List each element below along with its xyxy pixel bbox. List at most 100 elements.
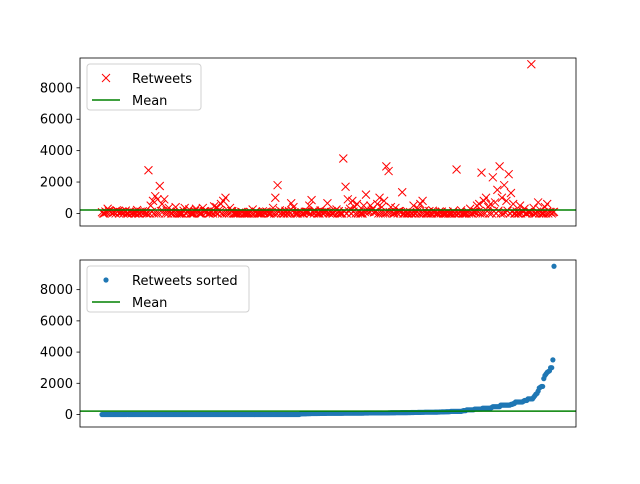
retweet-point: [348, 196, 357, 206]
retweet-point: [508, 199, 518, 209]
retweet-point: [217, 209, 227, 218]
y-tick-label: 4000: [40, 346, 73, 361]
retweet-point: [186, 209, 195, 218]
retweet-point: [493, 185, 502, 195]
retweet-point: [490, 198, 500, 207]
retweet-point: [270, 193, 280, 203]
retweet-point: [449, 209, 459, 218]
retweet-point: [381, 161, 391, 171]
retweet-point: [358, 209, 367, 218]
legend-label: Retweets: [132, 72, 192, 87]
retweet-point: [291, 209, 301, 218]
retweet-point: [486, 199, 495, 209]
retweet-point: [190, 206, 200, 216]
legend-label: Mean: [132, 296, 167, 311]
retweet-point: [286, 198, 296, 208]
retweet-point: [257, 209, 267, 218]
y-tick-label: 0: [65, 207, 73, 222]
retweet-point: [231, 209, 241, 218]
retweet-point: [341, 182, 350, 192]
retweet-point: [549, 207, 559, 217]
retweet-point: [457, 209, 467, 218]
retweet-point: [515, 201, 525, 210]
retweet-point: [406, 209, 416, 218]
retweet-point: [410, 209, 420, 218]
retweet-point: [481, 193, 491, 203]
retweet-point: [152, 209, 161, 218]
retweet-point: [488, 172, 498, 182]
retweet-point: [498, 209, 508, 218]
retweet-point: [452, 165, 461, 174]
retweet-point: [301, 207, 311, 216]
retweet-point: [335, 209, 345, 218]
retweet-point: [513, 209, 523, 218]
retweet-point: [418, 196, 427, 206]
retweet-point: [333, 209, 342, 218]
retweet-point: [375, 193, 384, 203]
retweet-point: [397, 187, 407, 197]
retweet-point: [157, 199, 167, 209]
retweet-point: [394, 206, 404, 216]
legend-label: Retweets sorted: [132, 274, 238, 289]
legend: Retweets Mean: [86, 63, 202, 111]
retweet-point: [232, 209, 242, 218]
y-tick-label: 8000: [40, 283, 73, 298]
retweet-point: [374, 209, 383, 218]
legend-marker-sorted: [103, 277, 109, 283]
retweet-point: [409, 201, 418, 210]
legend-label: Mean: [132, 94, 167, 109]
retweet-point: [495, 161, 504, 171]
retweet-point: [265, 209, 275, 218]
sorted-point: [550, 357, 556, 363]
retweet-point: [155, 181, 165, 191]
retweet-point: [537, 209, 546, 218]
legend-marker-retweets: [101, 73, 111, 83]
retweet-point: [118, 207, 127, 216]
y-tick-label: 6000: [40, 113, 73, 128]
retweet-point: [145, 209, 154, 218]
retweet-point: [343, 194, 353, 204]
retweet-point: [149, 209, 159, 218]
retweet-point: [131, 209, 141, 218]
y-tick-label: 0: [65, 408, 73, 423]
retweet-point: [273, 180, 282, 190]
retweet-point: [476, 209, 485, 218]
axes-frame: [79, 57, 577, 227]
retweet-point: [307, 195, 316, 205]
retweet-point: [338, 154, 348, 163]
retweet-point: [497, 193, 507, 203]
retweet-point: [428, 206, 438, 216]
bottom-axes: 0 2000 4000 6000 8000 Retweets sorted Mean: [40, 259, 577, 428]
retweet-point: [221, 193, 230, 203]
retweet-point: [361, 190, 371, 199]
retweet-point: [477, 168, 486, 177]
y-tick-label: 2000: [40, 176, 73, 191]
retweet-point: [388, 209, 398, 218]
retweet-point: [414, 209, 424, 218]
retweet-point: [213, 209, 222, 218]
retweet-point: [528, 209, 537, 218]
retweet-point: [533, 198, 543, 207]
y-tick-label: 6000: [40, 314, 73, 329]
retweet-point: [502, 196, 511, 206]
retweet-point: [159, 194, 169, 204]
retweet-point: [141, 209, 151, 218]
retweet-point: [506, 188, 516, 198]
sorted-point: [551, 263, 557, 269]
y-tick-label: 2000: [40, 377, 73, 392]
retweet-point: [403, 209, 413, 218]
retweet-point: [372, 199, 382, 209]
retweet-point: [144, 165, 153, 175]
retweet-point: [542, 199, 552, 209]
retweet-point: [499, 180, 509, 190]
y-tick-label: 8000: [40, 81, 73, 96]
retweet-point: [240, 209, 250, 218]
axes-frame: [79, 259, 577, 428]
retweet-point: [470, 207, 480, 217]
retweet-point: [352, 199, 362, 209]
retweet-point: [208, 209, 218, 218]
retweet-point: [148, 196, 158, 206]
y-tick-label: 4000: [40, 144, 73, 159]
